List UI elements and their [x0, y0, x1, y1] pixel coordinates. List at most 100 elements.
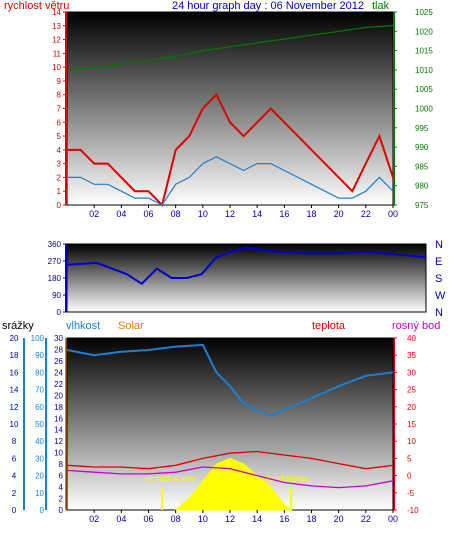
rain-tick-label: 10 [10, 420, 19, 429]
rain-tick-label: 12 [10, 403, 19, 412]
wind-tick-label: 10 [52, 63, 61, 72]
plot-background [67, 244, 426, 312]
plot-background [67, 12, 393, 205]
humidity-axis-title: vlhkost [66, 320, 100, 332]
temperature-tick-label: 30 [407, 368, 416, 377]
solar-tick-label: 24 [54, 368, 63, 377]
solar-tick-label: 18 [54, 403, 63, 412]
temperature-tick-label: 25 [407, 386, 416, 395]
solar-tick-label: 10 [54, 449, 63, 458]
temperature-axis-title: teplota [312, 320, 346, 332]
x-tick-label-04: 04 [116, 209, 126, 219]
x-tick-label-10: 10 [198, 209, 208, 219]
pressure-tick-label: 990 [415, 143, 429, 152]
humidity-tick-label: 60 [35, 403, 44, 412]
x-tick-label-00: 00 [388, 209, 398, 219]
solar-tick-label: 22 [54, 380, 63, 389]
wind-gust-series [67, 92, 394, 207]
x-tick-label-00: 00 [388, 514, 398, 524]
wind-tick-label: 4 [57, 146, 62, 155]
x-tick-label-20: 20 [334, 514, 344, 524]
pressure-tick-label: 995 [415, 124, 429, 133]
direction-tick-label: 270 [48, 257, 62, 266]
humidity-tick-label: 40 [35, 437, 44, 446]
humidity-tick-label: 20 [35, 472, 44, 481]
solar-tick-label: 20 [54, 391, 63, 400]
humidity-tick-label: 10 [35, 489, 44, 498]
rain-tick-label: 16 [10, 368, 19, 377]
temperature-tick-label: 40 [407, 334, 416, 343]
solar-tick-label: 16 [54, 414, 63, 423]
rain-tick-label: 20 [10, 334, 19, 343]
wind-tick-label: 6 [57, 118, 62, 127]
sunrise-label: východ slunce [145, 474, 196, 483]
x-tick-label-02: 02 [89, 209, 99, 219]
rain-tick-label: 4 [12, 472, 17, 481]
temperature-tick-label: -5 [407, 489, 415, 498]
humidity-tick-label: 0 [40, 506, 45, 515]
solar-tick-label: 0 [59, 506, 64, 515]
rain-tick-label: 18 [10, 351, 19, 360]
solar-tick-label: 2 [59, 495, 64, 504]
x-tick-label-12: 12 [225, 514, 235, 524]
solar-tick-label: 30 [54, 334, 63, 343]
temperature-tick-label: 5 [407, 454, 412, 463]
x-tick-label-06: 06 [143, 514, 153, 524]
humidity-tick-label: 80 [35, 368, 44, 377]
wind-tick-label: 14 [52, 8, 61, 17]
pressure-tick-label: 980 [415, 182, 429, 191]
pressure-tick-label: 1005 [415, 85, 433, 94]
pressure-tick-label: 985 [415, 162, 429, 171]
wind-pressure-panel: 0123456789101112131497598098599099510001… [52, 8, 433, 219]
x-tick-label-20: 20 [334, 209, 344, 219]
solar-tick-label: 26 [54, 357, 63, 366]
temperature-series [66, 450, 394, 470]
x-tick-label-08: 08 [171, 209, 181, 219]
compass-label-N: N [435, 307, 443, 319]
temperature-tick-label: 20 [407, 403, 416, 412]
dewpoint-series [66, 466, 394, 489]
wind-tick-label: 5 [57, 132, 62, 141]
rain-tick-label: 14 [10, 386, 19, 395]
wind-speed-axis-title: rychlost větru [4, 0, 69, 12]
x-tick-label-02: 02 [89, 514, 99, 524]
solar-tick-label: 4 [59, 483, 64, 492]
direction-tick-label: 360 [48, 240, 62, 249]
humidity-tick-label: 30 [35, 454, 44, 463]
solar-tick-label: 14 [54, 426, 63, 435]
compass-label-S: S [435, 273, 442, 285]
solar-tick-label: 12 [54, 437, 63, 446]
temperature-tick-label: 0 [407, 472, 412, 481]
x-tick-label-06: 06 [143, 209, 153, 219]
humidity-tick-label: 90 [35, 351, 44, 360]
pressure-tick-label: 1015 [415, 47, 433, 56]
wind-tick-label: 11 [53, 49, 62, 58]
direction-tick-label: 90 [52, 291, 61, 300]
wind-average-series [67, 156, 394, 206]
solar-tick-label: 28 [54, 345, 63, 354]
x-tick-label-12: 12 [225, 209, 235, 219]
humidity-tick-label: 50 [35, 420, 44, 429]
pressure-tick-label: 1025 [415, 8, 433, 17]
x-tick-label-22: 22 [361, 514, 371, 524]
temperature-tick-label: -10 [407, 506, 419, 515]
wind-tick-label: 2 [57, 173, 62, 182]
solar-tick-label: 6 [59, 472, 64, 481]
rain-axis-title: srážky [2, 320, 34, 332]
direction-tick-label: 0 [57, 308, 62, 317]
wind-tick-label: 9 [57, 77, 62, 86]
compass-label-N: N [435, 239, 443, 251]
x-tick-label-18: 18 [306, 209, 316, 219]
x-tick-label-16: 16 [279, 209, 289, 219]
pressure-series [66, 24, 394, 71]
rain-tick-label: 6 [12, 454, 17, 463]
solar-axis-title: Solar [118, 320, 144, 332]
wind-tick-label: 12 [52, 36, 61, 45]
humidity-tick-label: 70 [35, 386, 44, 395]
humidity-tick-label: 100 [31, 334, 45, 343]
chart-title: 24 hour graph day : 06 November 2012 [172, 0, 364, 12]
wind-tick-label: 0 [57, 201, 62, 210]
x-tick-label-08: 08 [171, 514, 181, 524]
